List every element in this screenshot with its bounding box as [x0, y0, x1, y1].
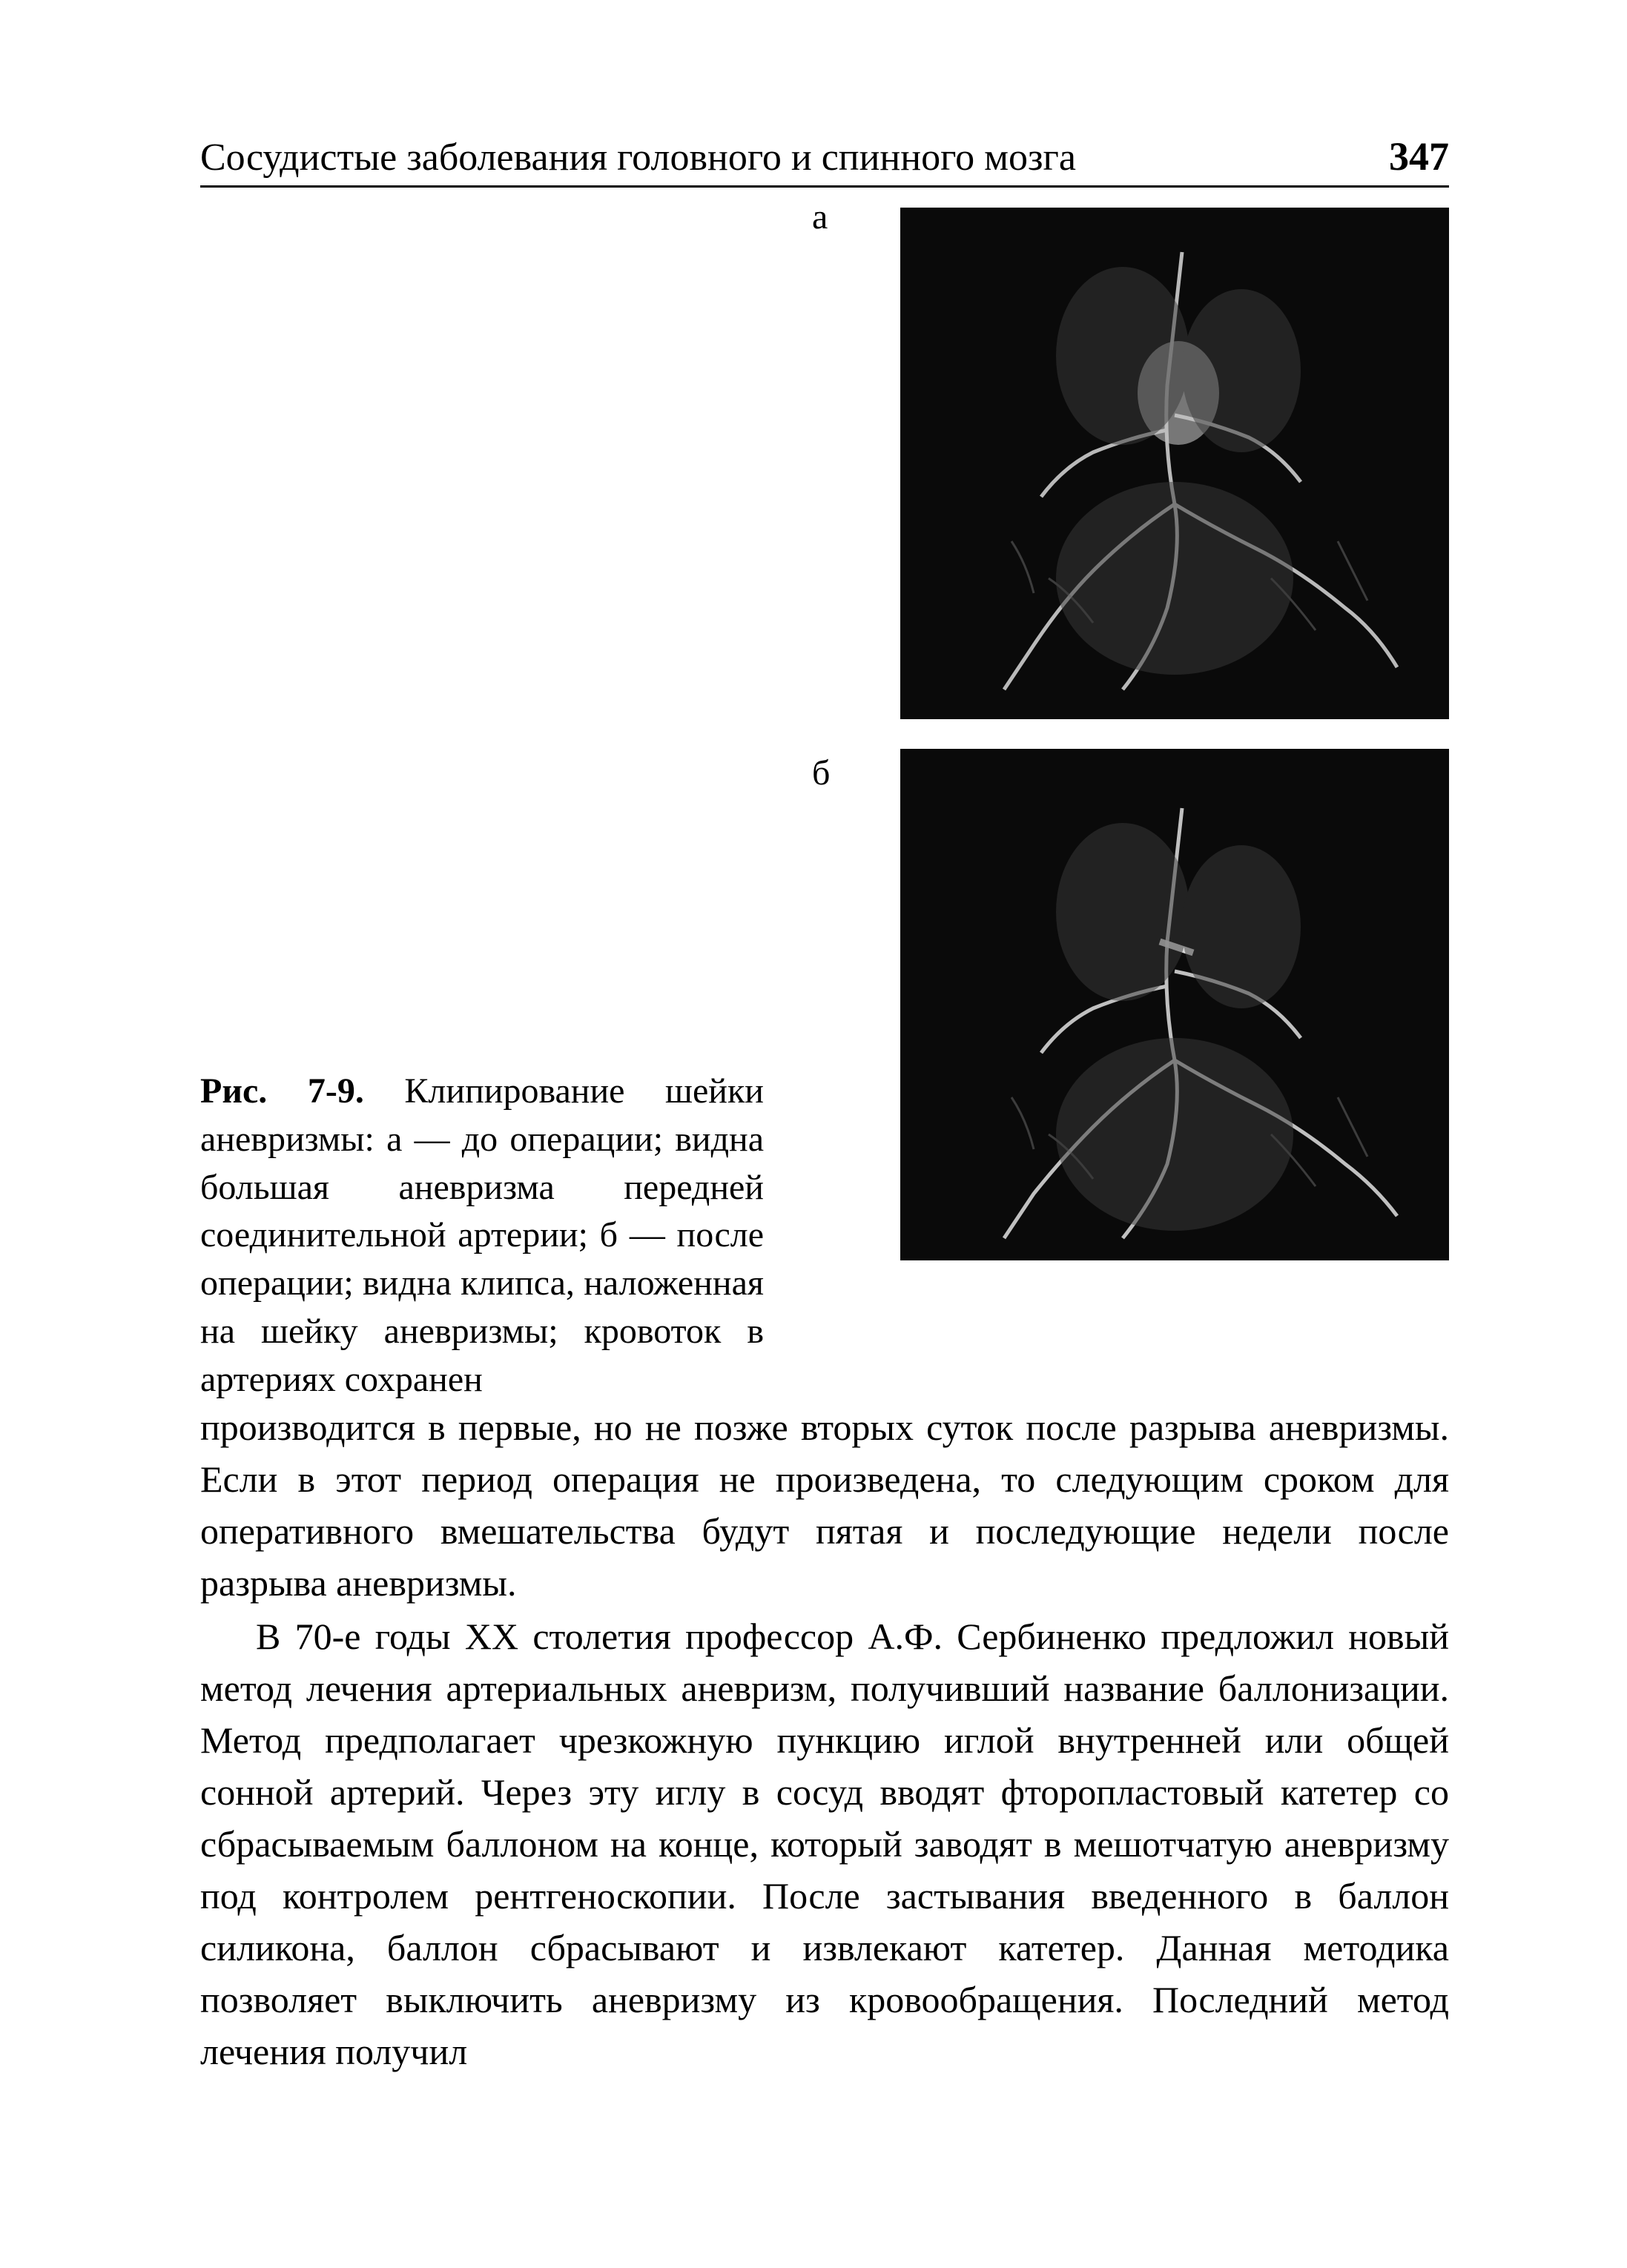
angiogram-b-svg [900, 749, 1449, 1260]
page-content: Сосудистые заболевания головного и спинн… [200, 133, 1449, 2135]
running-header-title: Сосудистые заболевания головного и спинн… [200, 136, 1076, 179]
body-paragraph-1: производится в первые, но не позже вторы… [200, 1401, 1449, 1609]
page-header: Сосудистые заболевания головного и спинн… [200, 133, 1449, 188]
caption-text: Рис. 7-9. Клипирование шейки аневризмы: … [200, 1068, 764, 1404]
figure-images [900, 208, 1449, 1260]
angiogram-image-b [900, 749, 1449, 1260]
figure-label-b: б [812, 753, 830, 793]
body-paragraph-2: В 70-е годы XX столетия профессор А.Ф. С… [200, 1610, 1449, 2077]
angiogram-a-svg [900, 208, 1449, 719]
page-number: 347 [1389, 133, 1449, 179]
body-text-block: производится в первые, но не позже вторы… [200, 1401, 1449, 2079]
figure-caption: Рис. 7-9. Клипирование шейки аневризмы: … [200, 1038, 764, 1404]
figure-label-a: а [812, 196, 828, 237]
caption-body: Клипирование шейки аневризмы: а — до опе… [200, 1071, 764, 1399]
caption-prefix: Рис. 7-9. [200, 1071, 364, 1111]
angiogram-image-a [900, 208, 1449, 719]
